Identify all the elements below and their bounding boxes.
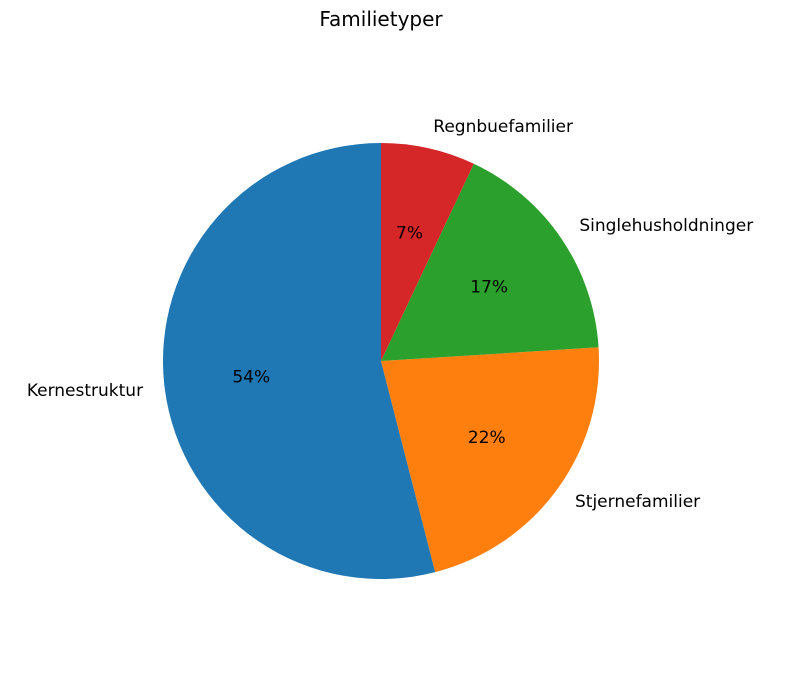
slice-label-regnbuefamilier: Regnbuefamilier	[433, 117, 573, 137]
pie-slice-kernestruktur	[162, 143, 436, 580]
slice-percent-kernestruktur: 54%	[232, 367, 270, 387]
slice-label-kernestruktur: Kernestruktur	[27, 381, 143, 401]
slice-label-singlehusholdninger: Singlehusholdninger	[579, 216, 753, 236]
slice-percent-singlehusholdninger: 17%	[470, 277, 508, 297]
percentage-labels: 54% 22% 17% 7%	[232, 223, 508, 448]
slice-percent-regnbuefamilier: 7%	[396, 223, 423, 243]
pie-slice-regnbuefamilier	[381, 143, 474, 361]
pie-slice-singlehusholdninger	[381, 163, 599, 361]
pie-slice-stjernefamilier	[381, 347, 599, 573]
chart-title: Familietyper	[319, 7, 443, 31]
slice-label-stjernefamilier: Stjernefamilier	[575, 492, 700, 512]
pie-slices	[162, 143, 599, 580]
slice-percent-stjernefamilier: 22%	[468, 428, 506, 448]
category-labels: Kernestruktur Stjernefamilier Singlehushol…	[27, 117, 753, 512]
